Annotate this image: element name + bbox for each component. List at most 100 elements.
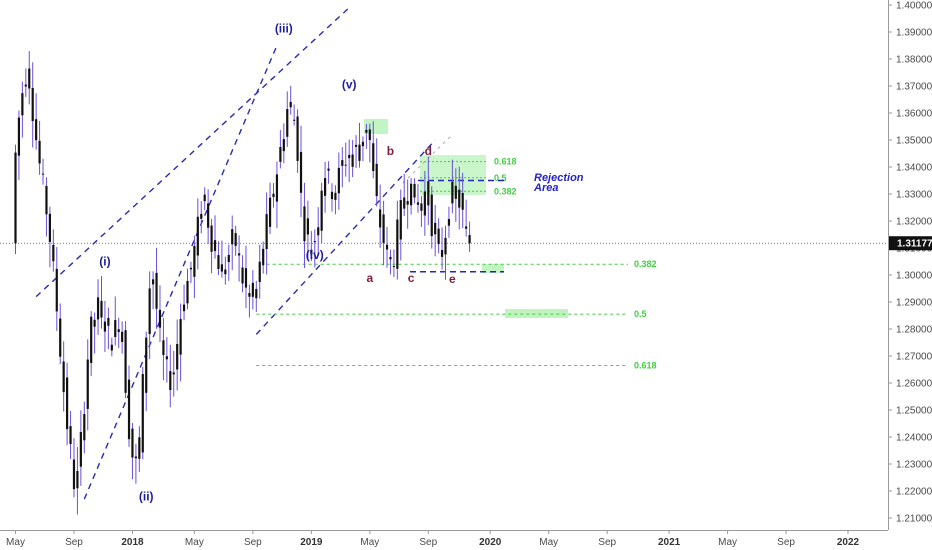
candle-body bbox=[437, 228, 440, 245]
fib-label-0.618: 0.618 bbox=[634, 360, 657, 370]
time-tick-label: 2018 bbox=[121, 537, 144, 548]
candle-body bbox=[90, 316, 93, 363]
wave-label: (i) bbox=[99, 254, 110, 268]
candle-body bbox=[220, 264, 223, 272]
price-tick-label: 1.21000 bbox=[896, 514, 932, 525]
price-tick-label: 1.25000 bbox=[896, 406, 932, 417]
candle-body bbox=[186, 281, 189, 304]
price-axis-bg bbox=[888, 0, 932, 550]
candle-body bbox=[413, 183, 416, 198]
candle-body bbox=[372, 143, 375, 172]
price-tick-label: 1.32000 bbox=[896, 217, 932, 228]
time-tick-label: 2022 bbox=[837, 537, 860, 548]
candle-body bbox=[255, 288, 258, 299]
candle-body bbox=[189, 267, 193, 270]
price-tick-label: 1.28000 bbox=[896, 325, 932, 336]
candle-body bbox=[306, 218, 309, 235]
candle-body bbox=[337, 167, 340, 194]
candle-body bbox=[134, 456, 137, 459]
candle-body bbox=[268, 197, 272, 227]
candle-body bbox=[152, 279, 155, 285]
fib-label-0.5: 0.5 bbox=[634, 309, 647, 319]
candle-body bbox=[155, 272, 158, 309]
candle-body bbox=[399, 200, 402, 240]
wave-label: a bbox=[366, 271, 373, 285]
time-tick-label: Sep bbox=[244, 537, 262, 548]
time-tick-label: 2021 bbox=[658, 537, 681, 548]
wave-label: (iii) bbox=[275, 22, 293, 36]
candle-body bbox=[313, 241, 316, 243]
candle-body bbox=[52, 244, 55, 262]
wave-label: c bbox=[408, 271, 415, 285]
candle-body bbox=[24, 84, 27, 87]
candle-body bbox=[403, 197, 406, 209]
price-tick-label: 1.40000 bbox=[896, 1, 932, 12]
wave-e-target-zone bbox=[482, 264, 504, 273]
candle-body bbox=[179, 319, 182, 355]
candle-body bbox=[72, 459, 76, 490]
candle-body bbox=[272, 193, 275, 198]
candle-body bbox=[203, 194, 206, 202]
candle-body bbox=[86, 359, 89, 409]
candle-body bbox=[423, 191, 426, 216]
price-tick-label: 1.24000 bbox=[896, 433, 932, 444]
price-tick-label: 1.22000 bbox=[896, 487, 932, 498]
candle-body bbox=[121, 331, 124, 342]
candle-body bbox=[440, 250, 444, 257]
candle-body bbox=[317, 227, 320, 236]
candle-body bbox=[59, 318, 62, 357]
rejection-area-label: Area bbox=[533, 182, 558, 194]
candle-body bbox=[420, 203, 423, 211]
candle-body bbox=[69, 426, 72, 445]
candle-body bbox=[241, 267, 244, 284]
candle-body bbox=[361, 141, 365, 147]
candle-body bbox=[200, 213, 203, 219]
price-tick-label: 1.30000 bbox=[896, 271, 932, 282]
candle-body bbox=[286, 109, 289, 137]
candle-body bbox=[379, 209, 382, 228]
time-tick-label: May bbox=[718, 537, 737, 548]
fib-label-0.382: 0.382 bbox=[634, 259, 657, 269]
candle-body bbox=[289, 101, 292, 108]
candle-body bbox=[258, 261, 261, 282]
time-tick-label: Sep bbox=[598, 537, 616, 548]
fib-050-zone bbox=[505, 309, 568, 318]
candle-body bbox=[334, 192, 337, 200]
candle-body bbox=[248, 292, 251, 297]
time-tick-label: May bbox=[185, 537, 204, 548]
candle-body bbox=[172, 372, 175, 375]
time-tick-label: May bbox=[360, 537, 379, 548]
candle-body bbox=[324, 178, 327, 196]
candle-body bbox=[444, 237, 447, 255]
candle-body bbox=[196, 216, 199, 256]
rejection-label: Rejection bbox=[534, 172, 584, 184]
candle-body bbox=[382, 214, 385, 243]
candle-body bbox=[458, 189, 461, 208]
candle-body bbox=[461, 193, 464, 210]
candle-body bbox=[114, 320, 117, 337]
candle-body bbox=[389, 256, 392, 260]
candle-body bbox=[262, 248, 265, 266]
price-tick-label: 1.29000 bbox=[896, 298, 932, 309]
candle-body bbox=[148, 288, 151, 335]
candle-body bbox=[427, 181, 430, 206]
wave-label: d bbox=[425, 144, 432, 158]
candle-body bbox=[124, 330, 127, 393]
candle-body bbox=[327, 168, 330, 171]
candle-body bbox=[275, 174, 279, 202]
candle-body bbox=[158, 309, 162, 328]
candle-body bbox=[365, 129, 368, 133]
channel-line-1 bbox=[83, 45, 278, 500]
wave-label: (v) bbox=[342, 78, 357, 92]
wave-labels: (i) (ii) (iii) (iv) (v) a b c d e bbox=[99, 22, 456, 504]
candle-body bbox=[138, 437, 141, 459]
price-tick-label: 1.23000 bbox=[896, 460, 932, 471]
candle-body bbox=[162, 340, 165, 356]
candle-body bbox=[182, 304, 186, 312]
candle-body bbox=[465, 226, 468, 229]
current-price-label: 1.31177 bbox=[897, 239, 932, 250]
candle-body bbox=[231, 229, 234, 245]
candle-body bbox=[193, 245, 196, 277]
time-tick-label: May bbox=[6, 537, 25, 548]
